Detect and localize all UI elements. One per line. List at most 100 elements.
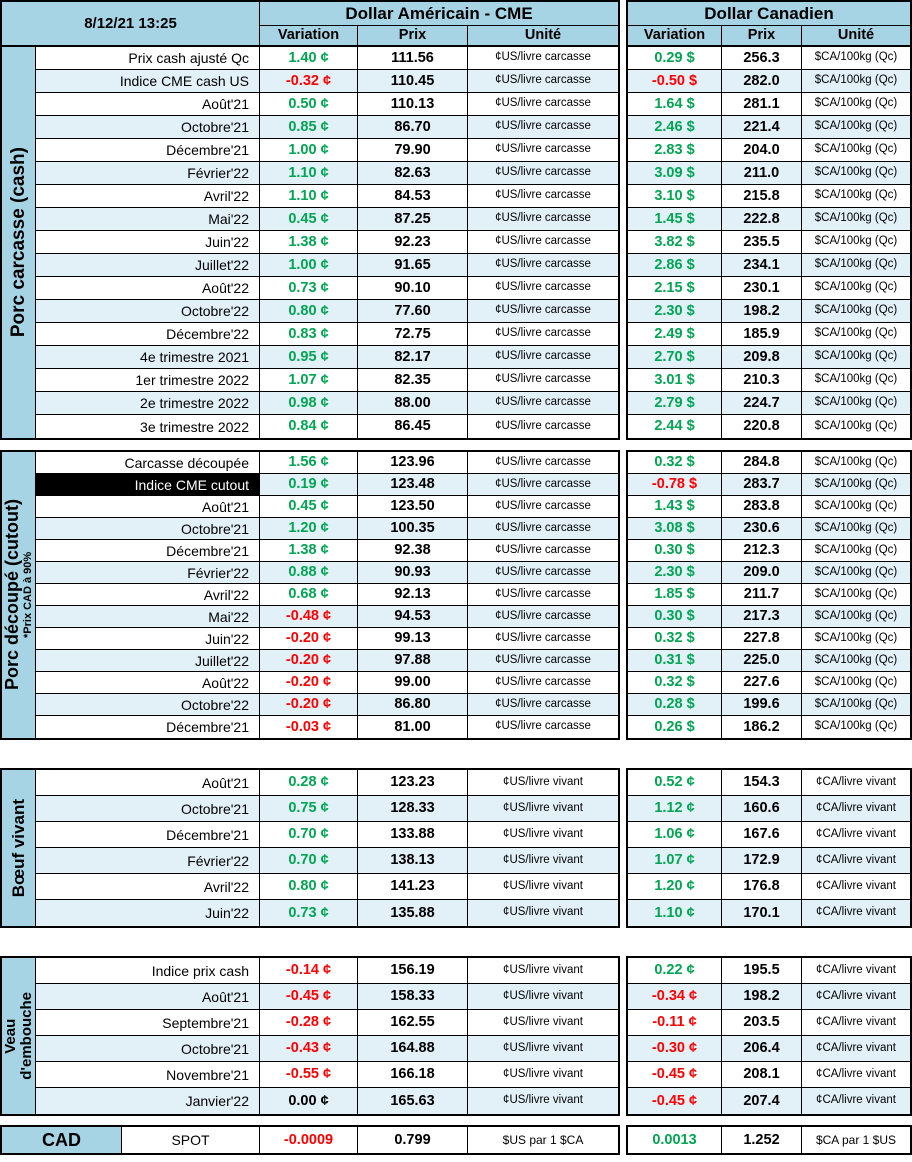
section-label-line: Porc carcasse (cash) bbox=[8, 147, 29, 338]
us-unit-cell: ¢US/livre carcasse bbox=[468, 231, 618, 254]
us-price-cell: 133.88 bbox=[358, 822, 468, 848]
block-divider bbox=[620, 0, 626, 47]
cad-variation-cell: -0.45 ¢ bbox=[628, 1062, 722, 1088]
us-unit-cell: ¢US/livre carcasse bbox=[468, 369, 618, 392]
us-unit-cell: ¢US/livre carcasse bbox=[468, 93, 618, 116]
us-price-cell: 123.50 bbox=[358, 496, 468, 518]
cad-price-cell: 225.0 bbox=[722, 650, 802, 672]
us-unit-cell: ¢US/livre vivant bbox=[468, 984, 618, 1010]
row-label: 4e trimestre 2021 bbox=[36, 346, 260, 369]
cad-variation-cell: -0.11 ¢ bbox=[628, 1010, 722, 1036]
cad-variation-cell: 2.86 $ bbox=[628, 254, 722, 277]
row-label: Août'21 bbox=[36, 93, 260, 116]
us-variation-cell: 0.45 ¢ bbox=[260, 496, 358, 518]
us-unit-cell: ¢US/livre carcasse bbox=[468, 139, 618, 162]
cad-col-header-prix: Prix bbox=[722, 26, 802, 45]
row-label: Janvier'22 bbox=[36, 1088, 260, 1114]
cad-unit-cell: $CA/100kg (Qc) bbox=[802, 185, 910, 208]
cad-block-veau-embouche: 0.22 ¢ 195.5 ¢CA/livre vivant -0.34 ¢ 198.2 ¢… bbox=[626, 956, 912, 1116]
us-price-cell: 128.33 bbox=[358, 796, 468, 822]
section-label-boeuf-vivant: Bœuf vivant bbox=[2, 770, 36, 926]
us-unit-cell: ¢US/livre carcasse bbox=[468, 716, 618, 738]
section-label-line: Porc découpé (cutout) bbox=[2, 499, 22, 691]
cad-unit-cell: ¢CA/livre vivant bbox=[802, 958, 910, 984]
us-unit-cell: ¢US/livre carcasse bbox=[468, 277, 618, 300]
cad-variation-cell: 2.15 $ bbox=[628, 277, 722, 300]
cad-unit-cell: $CA/100kg (Qc) bbox=[802, 47, 910, 70]
us-variation-cell: 0.80 ¢ bbox=[260, 874, 358, 900]
us-unit-cell: ¢US/livre vivant bbox=[468, 1088, 618, 1114]
us-price-cell: 81.00 bbox=[358, 716, 468, 738]
cad-unit-cell: $CA/100kg (Qc) bbox=[802, 254, 910, 277]
cad-variation-cell: 2.44 $ bbox=[628, 415, 722, 438]
cad-variation-cell: 2.30 $ bbox=[628, 562, 722, 584]
cad-unit-cell: ¢CA/livre vivant bbox=[802, 848, 910, 874]
cad-variation-cell: 3.01 $ bbox=[628, 369, 722, 392]
cad-variation-cell: 2.79 $ bbox=[628, 392, 722, 415]
us-variation-cell: 1.10 ¢ bbox=[260, 185, 358, 208]
cad-variation-cell: 0.29 $ bbox=[628, 47, 722, 70]
us-price-cell: 77.60 bbox=[358, 300, 468, 323]
cad-label: CAD bbox=[2, 1127, 122, 1153]
cad-unit-cell: $CA/100kg (Qc) bbox=[802, 116, 910, 139]
us-unit-cell: ¢US/livre carcasse bbox=[468, 628, 618, 650]
us-variation-cell: 0.70 ¢ bbox=[260, 822, 358, 848]
cad-variation-cell: 0.32 $ bbox=[628, 672, 722, 694]
cad-block-porc-decoupe: 0.32 $284.8 $CA/100kg (Qc) -0.78 $283.7 $CA… bbox=[626, 450, 912, 740]
row-label: Prix cash ajusté Qc bbox=[36, 47, 260, 70]
cad-unit-cell: ¢CA/livre vivant bbox=[802, 1062, 910, 1088]
cad-price-cell: 208.1 bbox=[722, 1062, 802, 1088]
row-label: Septembre'21 bbox=[36, 1010, 260, 1036]
us-price-cell: 164.88 bbox=[358, 1036, 468, 1062]
us-price-cell: 86.80 bbox=[358, 694, 468, 716]
us-price-cell: 100.35 bbox=[358, 518, 468, 540]
us-variation-cell: 1.20 ¢ bbox=[260, 518, 358, 540]
us-unit-cell: ¢US/livre vivant bbox=[468, 822, 618, 848]
us-variation-cell: 0.73 ¢ bbox=[260, 900, 358, 926]
row-label: Décembre'21 bbox=[36, 822, 260, 848]
us-unit-cell: ¢US/livre vivant bbox=[468, 1036, 618, 1062]
block-divider bbox=[620, 1125, 626, 1155]
us-variation-cell: 1.56 ¢ bbox=[260, 452, 358, 474]
us-unit-cell: ¢US/livre carcasse bbox=[468, 606, 618, 628]
us-price-cell: 92.23 bbox=[358, 231, 468, 254]
cad-variation-cell: 0.22 ¢ bbox=[628, 958, 722, 984]
us-price-cell: 99.00 bbox=[358, 672, 468, 694]
us-variation-cell: 0.85 ¢ bbox=[260, 116, 358, 139]
cad-variation-cell: 0.30 $ bbox=[628, 540, 722, 562]
cad-unit-cell: $CA/100kg (Qc) bbox=[802, 562, 910, 584]
us-variation-cell: 1.00 ¢ bbox=[260, 254, 358, 277]
cad-price-cell: 281.1 bbox=[722, 93, 802, 116]
us-unit-cell: ¢US/livre carcasse bbox=[468, 323, 618, 346]
block-divider bbox=[620, 768, 626, 928]
us-col-header-prix: Prix bbox=[358, 26, 468, 45]
cad-variation-cell: 3.82 $ bbox=[628, 231, 722, 254]
cad-spot-cad-block: 0.0013 1.252 $CA par 1 $US bbox=[626, 1125, 912, 1155]
cad-unit-cell: $CA/100kg (Qc) bbox=[802, 716, 910, 738]
us-unit-cell: ¢US/livre carcasse bbox=[468, 540, 618, 562]
us-price-cell: 86.45 bbox=[358, 415, 468, 438]
us-price-cell: 138.13 bbox=[358, 848, 468, 874]
cad-unit-cell: $CA/100kg (Qc) bbox=[802, 93, 910, 116]
cad-price-cell: 198.2 bbox=[722, 984, 802, 1010]
cad-variation-cell: -0.50 $ bbox=[628, 70, 722, 93]
us-variation-cell: 0.84 ¢ bbox=[260, 415, 358, 438]
row-label: Indice CME cash US bbox=[36, 70, 260, 93]
cad-price-cell: 217.3 bbox=[722, 606, 802, 628]
us-unit-cell: ¢US/livre carcasse bbox=[468, 584, 618, 606]
us-unit-cell: ¢US/livre carcasse bbox=[468, 70, 618, 93]
cad-price-cell: 282.0 bbox=[722, 70, 802, 93]
us-unit-cell: ¢US/livre vivant bbox=[468, 770, 618, 796]
cad-variation-cell: 3.09 $ bbox=[628, 162, 722, 185]
us-variation-cell: -0.32 ¢ bbox=[260, 70, 358, 93]
spot-label: SPOT bbox=[122, 1127, 260, 1153]
us-unit-cell: ¢US/livre vivant bbox=[468, 848, 618, 874]
us-unit-cell: ¢US/livre carcasse bbox=[468, 254, 618, 277]
us-price-cell: 82.63 bbox=[358, 162, 468, 185]
us-variation-cell: 1.10 ¢ bbox=[260, 162, 358, 185]
row-label: Avril'22 bbox=[36, 185, 260, 208]
cad-price-cell: 209.8 bbox=[722, 346, 802, 369]
row-label: 1er trimestre 2022 bbox=[36, 369, 260, 392]
row-label: Octobre'21 bbox=[36, 116, 260, 139]
us-unit-cell: ¢US/livre vivant bbox=[468, 874, 618, 900]
